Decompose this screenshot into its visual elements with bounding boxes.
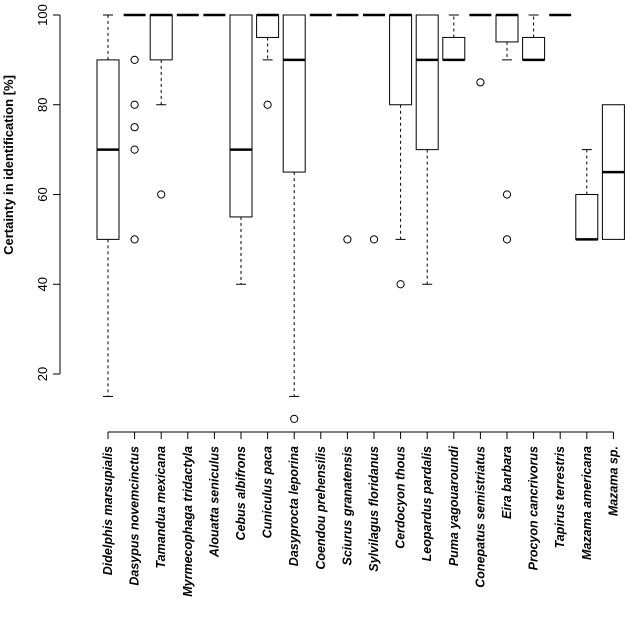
outlier-point (130, 55, 139, 64)
box-iqr (442, 36, 466, 61)
category-label: Cebus albifrons (234, 446, 248, 541)
y-tick-label-60: 60 (35, 187, 50, 201)
outlier-point (130, 235, 139, 244)
box-19 (601, 104, 625, 240)
category-label: Mazama americana (580, 446, 594, 560)
outlier-point (157, 190, 166, 199)
box-7 (282, 14, 306, 423)
box-iqr (149, 14, 173, 61)
outlier-point (290, 414, 299, 423)
y-tick-label-20: 20 (35, 367, 50, 381)
category-label: Puma yagouaroundi (447, 445, 461, 566)
category-label: Tamandua mexicana (154, 446, 168, 569)
category-label: Alouatta seniculus (207, 446, 221, 558)
outlier-point (502, 235, 512, 244)
category-label: Eira barbara (500, 446, 514, 519)
category-label: Sciurus granatensis (340, 446, 354, 566)
box-14 (469, 13, 492, 87)
outlier-point (130, 100, 139, 109)
box-6 (256, 13, 280, 109)
box-13 (442, 14, 466, 62)
box-iqr (256, 14, 280, 38)
outlier-point (502, 190, 512, 199)
box-2 (149, 13, 173, 199)
box-iqr (415, 14, 439, 151)
y-axis-label: Certainty in identification [%] (1, 75, 16, 255)
box-1 (123, 13, 146, 244)
y-tick-label-100: 100 (35, 4, 50, 26)
box-iqr (389, 14, 413, 106)
category-label: Conepatus semistriatus (473, 446, 487, 588)
category-label: Sylvilagus floridanus (367, 446, 381, 572)
box-10 (363, 13, 385, 244)
category-label: Dasyprocta leporina (287, 446, 301, 566)
outlier-point (130, 145, 139, 154)
outlier-point (130, 123, 139, 132)
category-label: Dasypus novemcinctus (128, 446, 142, 586)
category-label: Myrmecophaga tridactyla (181, 446, 195, 597)
category-labels: Didelphis marsupialis Dasypus novemcinctu… (101, 445, 620, 596)
boxes (96, 13, 625, 423)
box-iqr (522, 36, 546, 61)
axes: 20 40 60 80 100 (35, 4, 614, 439)
category-label: Didelphis marsupialis (101, 446, 115, 575)
outlier-point (343, 235, 352, 244)
box-iqr (229, 14, 253, 218)
box-15 (495, 13, 519, 244)
box-12 (415, 14, 439, 285)
outlier-point (263, 100, 272, 109)
outlier-point (369, 235, 379, 244)
box-iqr (575, 194, 599, 240)
category-label: Mazama sp. (606, 446, 620, 516)
category-label: Leopardus pardalis (420, 446, 434, 561)
box-iqr (495, 14, 519, 43)
box-iqr (282, 14, 306, 173)
category-label: Coendou prehensilis (314, 446, 328, 570)
box-9 (336, 13, 359, 244)
box-16 (522, 14, 546, 62)
box-0 (96, 14, 120, 397)
outlier-point (476, 78, 485, 87)
category-label: Procyon cancrivorus (527, 446, 541, 570)
box-5 (229, 14, 253, 285)
category-label: Cerdocyon thous (394, 446, 408, 549)
category-label: Tapirus terrestris (553, 446, 567, 548)
y-tick-label-80: 80 (35, 98, 50, 112)
category-label: Cuniculus paca (261, 446, 275, 538)
outlier-point (396, 280, 405, 289)
box-11 (389, 13, 413, 289)
y-tick-label-40: 40 (35, 277, 50, 291)
box-18 (575, 149, 599, 241)
